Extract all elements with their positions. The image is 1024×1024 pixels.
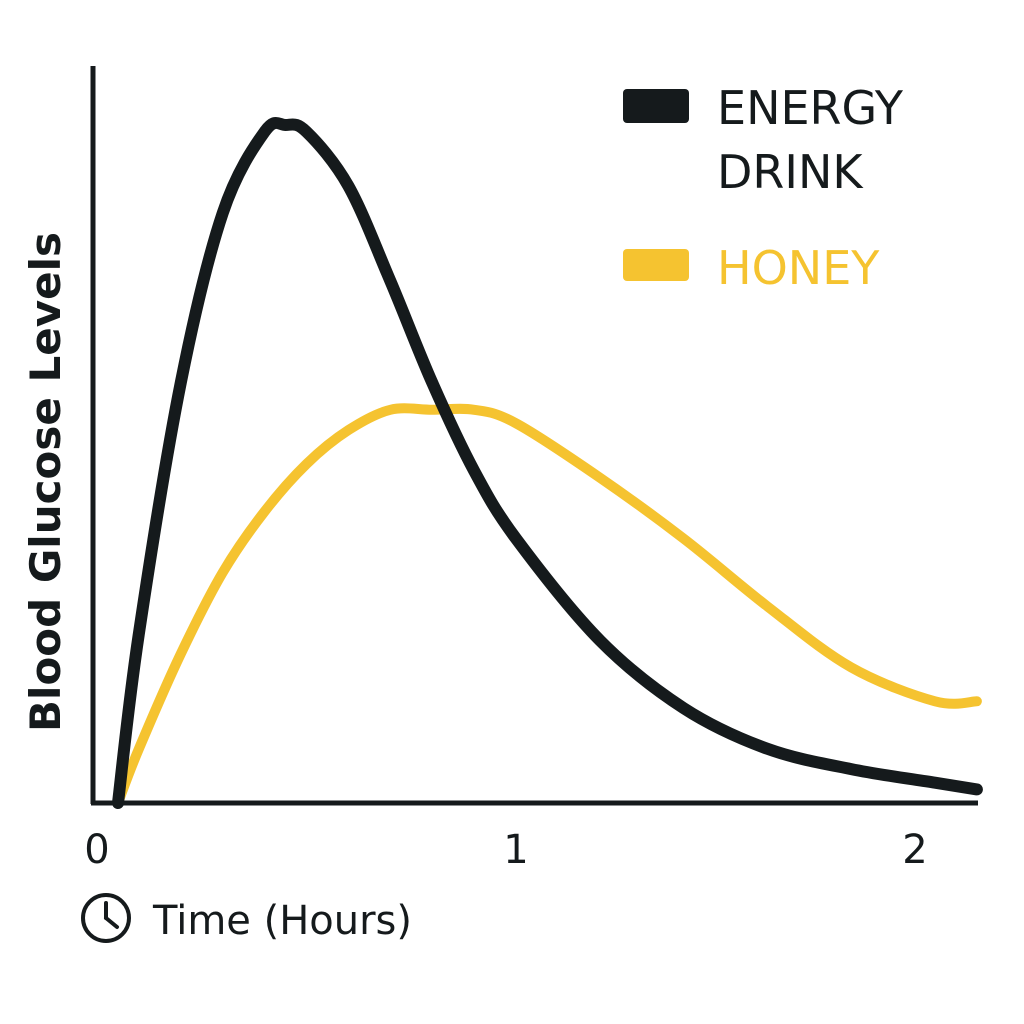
x-tick-label-1: 1 [503, 827, 528, 873]
legend-swatch-energy-drink [623, 89, 689, 123]
legend-label-energy-drink: ENERGY [717, 81, 904, 135]
clock-icon [81, 893, 131, 943]
x-tick-label-2: 2 [902, 827, 927, 873]
series-line-energy-drink [112, 116, 983, 809]
x-axis-title: Time (Hours) [152, 898, 412, 944]
y-axis-title: Blood Glucose Levels [21, 232, 70, 732]
series-line-honey [113, 403, 982, 808]
legend-label-honey: HONEY [717, 241, 880, 295]
legend: ENERGY DRINK HONEY [623, 81, 904, 295]
x-tick-label-0: 0 [84, 827, 109, 873]
series-layer [112, 116, 983, 809]
legend-swatch-honey [623, 249, 689, 281]
x-tick-labels: 0 1 2 [84, 827, 927, 873]
legend-label-energy-drink-line2: DRINK [717, 145, 864, 199]
